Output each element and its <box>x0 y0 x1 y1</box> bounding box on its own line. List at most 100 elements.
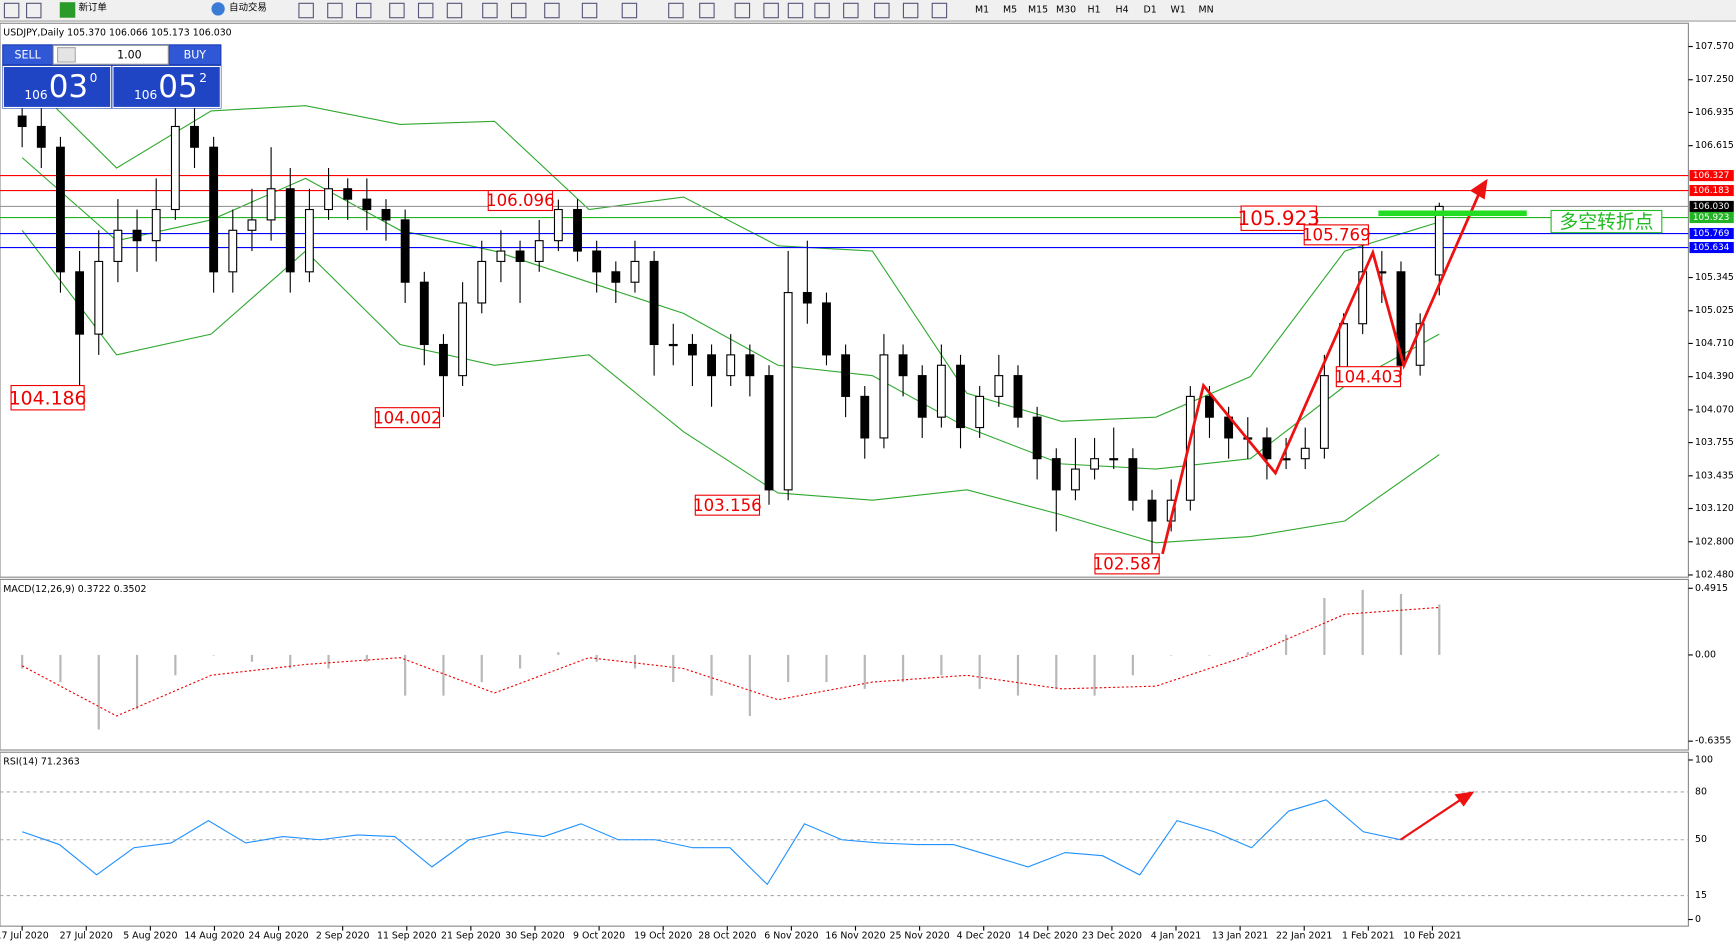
toolbar-icon[interactable] <box>417 2 434 19</box>
price-badge <box>1689 170 1734 182</box>
price-tick-label: 106.615 <box>1695 140 1734 151</box>
new-order-button[interactable]: 新订单 <box>79 1 107 13</box>
lot-input[interactable] <box>52 44 169 65</box>
toolbar-icon[interactable] <box>510 2 527 19</box>
price-tick-label: 105.025 <box>1695 305 1734 316</box>
candle-body <box>668 343 678 347</box>
date-label: 14 Aug 2020 <box>184 931 244 942</box>
macd-bar <box>825 654 828 683</box>
toolbar-icon[interactable] <box>931 2 948 19</box>
candle-body <box>304 208 314 273</box>
price-tick-label: 107.570 <box>1695 41 1734 52</box>
timeframe-button[interactable]: H4 <box>1116 4 1129 15</box>
candle-body <box>534 240 544 262</box>
new-order-icon[interactable] <box>59 2 76 18</box>
candle-body <box>1090 458 1100 470</box>
annotation-box <box>1303 224 1369 246</box>
rsi-tick-label: 80 <box>1695 786 1707 797</box>
date-label: 17 Jul 2020 <box>0 931 49 942</box>
candle-body <box>285 188 295 273</box>
toolbar-icon[interactable] <box>355 2 372 19</box>
price-badge-label: 106.030 <box>1693 202 1730 212</box>
toolbar-icon[interactable] <box>581 2 598 19</box>
buy-button-bg[interactable] <box>169 45 221 65</box>
toolbar-icon[interactable] <box>668 2 684 19</box>
ask-box[interactable] <box>112 65 221 109</box>
candle-body <box>1185 395 1195 501</box>
candle-body <box>1262 437 1272 460</box>
timeframe-button[interactable]: H1 <box>1088 4 1101 15</box>
toolbar-icon[interactable] <box>482 2 498 19</box>
timeframe-button[interactable]: D1 <box>1143 4 1156 15</box>
price-badge <box>1689 227 1734 240</box>
toolbar-icon[interactable] <box>787 2 804 19</box>
candle-body <box>1396 271 1406 366</box>
toolbar-icon[interactable] <box>544 2 560 19</box>
price-tick-label: 104.710 <box>1695 338 1734 349</box>
toolbar-icon[interactable] <box>843 2 859 19</box>
auto-trade-icon[interactable] <box>211 2 225 16</box>
lot-value[interactable]: 1.00 <box>117 48 142 61</box>
candle-body <box>1109 458 1119 461</box>
macd-bar <box>404 654 407 696</box>
toolbar-icon[interactable] <box>621 2 638 19</box>
toolbar-icon[interactable] <box>327 2 343 19</box>
candle-body <box>994 375 1004 397</box>
macd-bar <box>1131 654 1134 676</box>
toolbar-icon[interactable] <box>814 2 830 19</box>
sell-button[interactable]: SELL <box>15 48 42 61</box>
toolbar-icon[interactable] <box>902 2 919 19</box>
macd-tick-label: 0.00 <box>1695 649 1716 660</box>
timeframe-button[interactable]: M5 <box>1003 4 1017 15</box>
buy-button[interactable]: BUY <box>184 48 207 61</box>
date-label: 16 Nov 2020 <box>825 931 885 942</box>
toolbar <box>0 0 1736 22</box>
candle-body <box>190 125 199 148</box>
toolbar-icon[interactable] <box>446 2 463 19</box>
timeframe-button[interactable]: M30 <box>1056 4 1076 15</box>
toolbar-icon[interactable] <box>3 2 20 19</box>
lot-spinner[interactable] <box>57 47 76 63</box>
drawing-objects <box>1161 178 1488 841</box>
timeframe-button[interactable]: W1 <box>1170 4 1185 15</box>
candle-body <box>36 125 46 148</box>
price-tick-label: 107.250 <box>1695 74 1734 85</box>
candle-body <box>630 260 640 283</box>
macd-bar <box>1361 589 1364 655</box>
price-tick-label: 102.800 <box>1695 536 1734 547</box>
macd-bar <box>480 654 483 683</box>
macd-bar <box>1438 604 1441 655</box>
toolbar-icon[interactable] <box>389 2 405 19</box>
toolbar-icon[interactable] <box>26 2 42 19</box>
price-badge <box>1689 211 1734 224</box>
annotation-label: 104.403 <box>1334 367 1403 386</box>
sell-button-bg[interactable] <box>3 45 53 65</box>
date-label: 4 Jan 2021 <box>1151 931 1201 942</box>
toolbar-icon[interactable] <box>874 2 890 19</box>
date-label: 1 Feb 2021 <box>1342 931 1395 942</box>
toolbar-icon[interactable] <box>734 2 751 19</box>
candle-body <box>1013 375 1023 418</box>
candle-body <box>419 281 429 346</box>
candle-body <box>151 208 161 242</box>
date-label: 13 Jan 2021 <box>1212 931 1268 942</box>
bid-box[interactable] <box>2 65 112 109</box>
macd-tick-label: -0.6355 <box>1695 736 1731 747</box>
note-box <box>1550 209 1663 234</box>
macd-bar <box>1323 597 1326 655</box>
date-label: 14 Dec 2020 <box>1018 931 1078 942</box>
timeframe-button[interactable]: MN <box>1199 4 1214 15</box>
auto-trade-button[interactable]: 自动交易 <box>229 1 267 13</box>
candle-body <box>1415 323 1425 366</box>
toolbar-icon[interactable] <box>699 2 715 19</box>
toolbar-icon[interactable] <box>763 2 779 19</box>
candle-body <box>898 354 908 377</box>
timeframe-button[interactable]: M1 <box>975 4 989 15</box>
timeframe-button[interactable]: M15 <box>1028 4 1048 15</box>
macd-bar <box>250 654 254 662</box>
price-tick-label: 103.435 <box>1695 470 1734 481</box>
toolbar-icon[interactable] <box>298 2 314 19</box>
toolbar-icons <box>3 2 948 19</box>
date-label: 28 Oct 2020 <box>698 931 756 942</box>
